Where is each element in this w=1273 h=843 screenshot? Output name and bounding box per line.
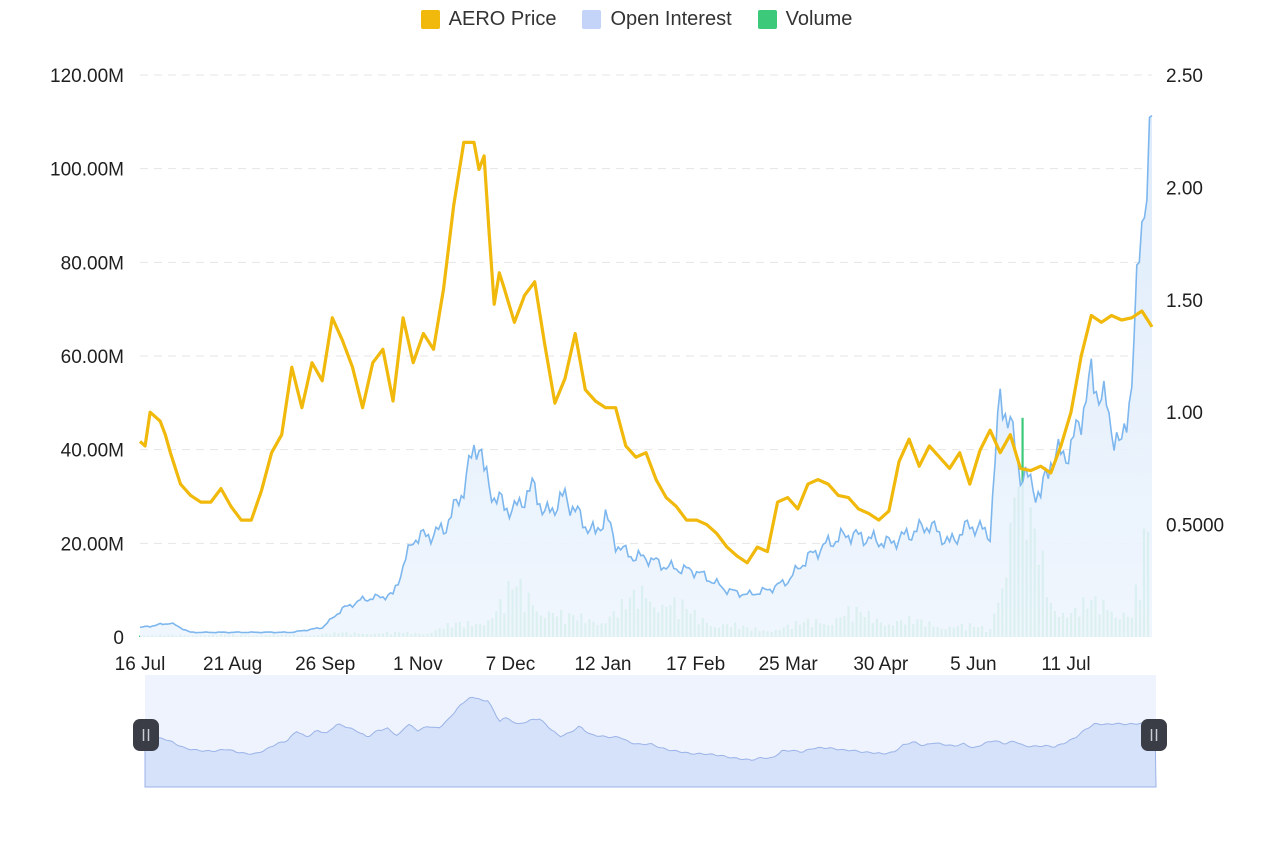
y-left-tick-label: 100.00M [50, 160, 124, 181]
x-tick-label: 21 Aug [203, 654, 262, 675]
legend-label-open-interest: Open Interest [610, 8, 732, 30]
y-left-tick-label: 40.00M [61, 441, 124, 462]
aero-price-line [138, 140, 1154, 565]
navigator-handle-left[interactable] [133, 719, 159, 751]
legend-item-open-interest[interactable]: Open Interest [582, 8, 732, 31]
y-right-tick-label: 1.00 [1166, 403, 1203, 424]
range-navigator[interactable] [133, 675, 1167, 788]
legend-item-aero-price[interactable]: AERO Price [420, 8, 557, 31]
x-tick-label: 25 Mar [759, 654, 819, 675]
y-right-tick-label: 0.5000 [1166, 516, 1224, 537]
x-tick-label: 1 Nov [393, 654, 443, 675]
y-left-tick-label: 20.00M [61, 534, 124, 555]
grid-lines [140, 74, 1152, 544]
legend-label-volume: Volume [785, 8, 853, 30]
x-tick-label: 7 Dec [486, 654, 536, 675]
y-left-tick-label: 60.00M [61, 347, 124, 368]
x-tick-label: 16 Jul [115, 654, 166, 675]
legend-swatch-open-interest [582, 10, 602, 29]
open-interest-area [140, 115, 1152, 638]
legend: AERO Price Open Interest Volume [0, 8, 1273, 31]
x-tick-label: 30 Apr [853, 654, 909, 675]
navigator-area [144, 696, 1157, 788]
y-left-tick-label: 120.00M [50, 66, 124, 87]
y-right-tick-label: 2.50 [1166, 66, 1203, 87]
legend-swatch-volume [757, 10, 777, 29]
x-tick-label: 5 Jun [950, 654, 996, 675]
aero-price-series [138, 140, 1154, 565]
open-interest-line [139, 114, 1153, 634]
x-tick-label: 17 Feb [666, 654, 725, 675]
y-left-tick-label: 80.00M [61, 253, 124, 274]
axis-labels: 0 20.00M 40.00M 60.00M 80.00M 100.00M 120.00M 0… [50, 66, 1224, 675]
x-tick-label: 12 Jan [574, 654, 631, 675]
legend-label-aero-price: AERO Price [448, 8, 557, 30]
y-left-tick-label: 0 [113, 628, 124, 649]
open-interest-series [139, 114, 1153, 638]
navigator-handle-right[interactable] [1141, 719, 1167, 751]
legend-item-volume[interactable]: Volume [757, 8, 853, 31]
x-tick-label: 11 Jul [1041, 654, 1090, 675]
y-right-tick-label: 2.00 [1166, 178, 1203, 199]
legend-swatch-aero-price [420, 10, 440, 29]
y-right-tick-label: 1.50 [1166, 291, 1203, 312]
x-tick-label: 26 Sep [295, 654, 355, 675]
